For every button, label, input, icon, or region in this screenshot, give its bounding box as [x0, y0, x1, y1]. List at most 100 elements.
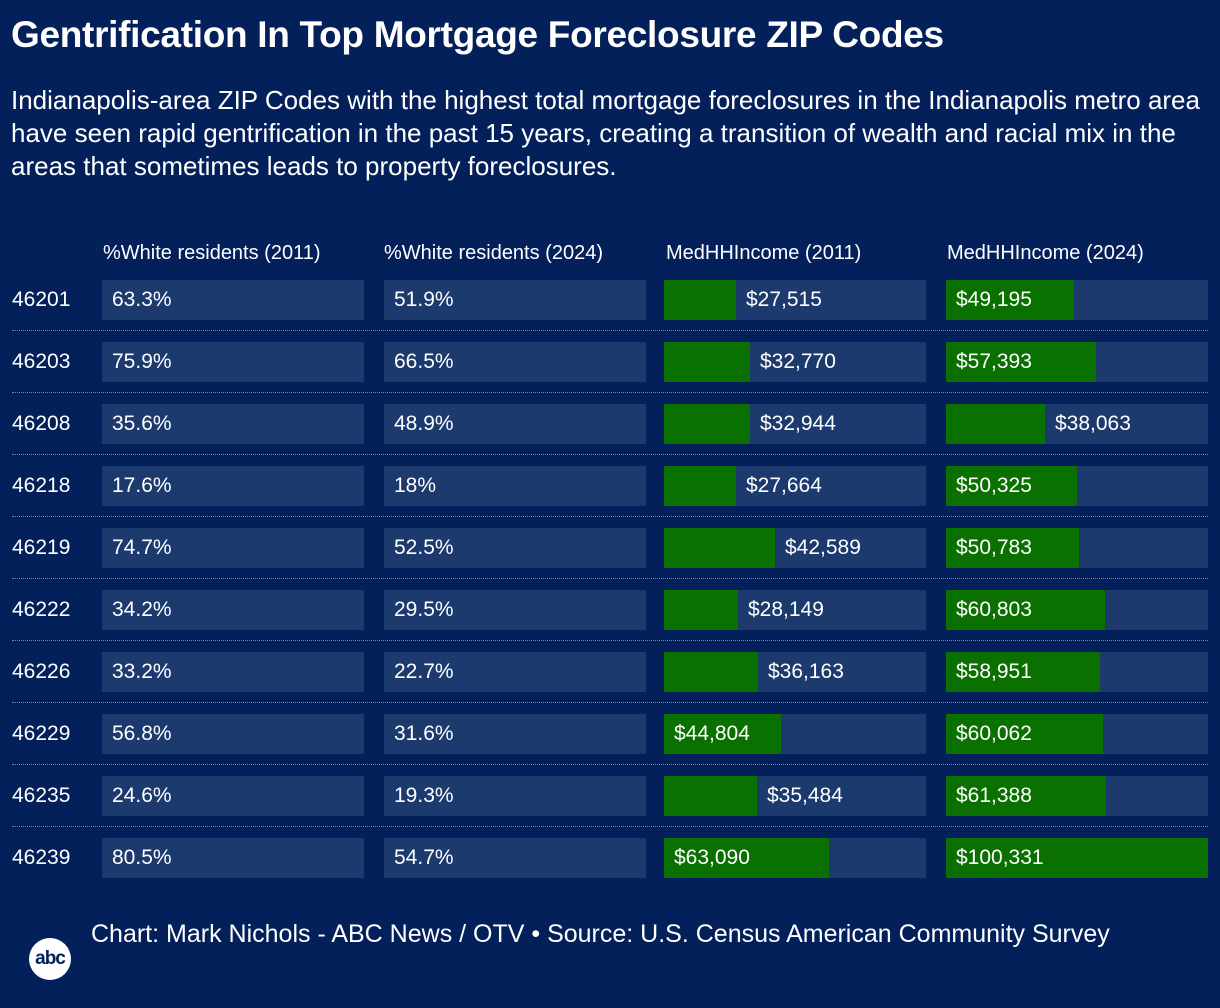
- income-bar: [664, 714, 781, 754]
- percent-value-label: 19.3%: [394, 784, 454, 807]
- income-value-label: $32,944: [760, 412, 836, 435]
- cell-income-2011: $27,515: [664, 280, 926, 320]
- cell-income-2024: $50,783: [946, 528, 1208, 568]
- income-value-label: $100,331: [956, 846, 1044, 869]
- cell-income-2011: $32,770: [664, 342, 926, 382]
- income-bar: [664, 590, 738, 630]
- percent-value-label: 54.7%: [394, 846, 454, 869]
- cell-income-2011: $42,589: [664, 528, 926, 568]
- cell-income-2024: $100,331: [946, 838, 1208, 878]
- income-bar: [946, 404, 1045, 444]
- income-value-label: $36,163: [768, 660, 844, 683]
- percent-value-label: 80.5%: [112, 846, 172, 869]
- cell-white-2024: 29.5%: [384, 590, 646, 630]
- income-value-label: $44,804: [674, 722, 750, 745]
- column-header-white-2024: %White residents (2024): [384, 242, 603, 264]
- table-row: 46222 34.2% 29.5% $28,149 $60,803: [0, 590, 1220, 652]
- percent-value-label: 34.2%: [112, 598, 172, 621]
- zip-code-label: 46218: [12, 474, 71, 497]
- zip-code-label: 46203: [12, 350, 71, 373]
- cell-income-2011: $35,484: [664, 776, 926, 816]
- percent-value-label: 22.7%: [394, 660, 454, 683]
- cell-income-2011: $32,944: [664, 404, 926, 444]
- income-value-label: $58,951: [956, 660, 1032, 683]
- column-header-white-2011: %White residents (2011): [103, 242, 321, 264]
- income-bar: [946, 528, 1079, 568]
- income-value-label: $32,770: [760, 350, 836, 373]
- income-value-label: $38,063: [1055, 412, 1131, 435]
- income-value-label: $63,090: [674, 846, 750, 869]
- row-divider: [12, 516, 1208, 517]
- row-divider: [12, 640, 1208, 641]
- income-bar: [946, 838, 1208, 878]
- cell-income-2024: $49,195: [946, 280, 1208, 320]
- income-bar: [664, 466, 736, 506]
- income-value-label: $50,325: [956, 474, 1032, 497]
- cell-white-2011: 63.3%: [102, 280, 364, 320]
- percent-value-label: 33.2%: [112, 660, 172, 683]
- zip-code-label: 46229: [12, 722, 71, 745]
- cell-white-2024: 66.5%: [384, 342, 646, 382]
- cell-income-2011: $27,664: [664, 466, 926, 506]
- cell-white-2011: 24.6%: [102, 776, 364, 816]
- income-value-label: $50,783: [956, 536, 1032, 559]
- income-bar: [946, 280, 1074, 320]
- income-bar: [664, 280, 736, 320]
- income-bar: [946, 466, 1077, 506]
- cell-white-2024: 22.7%: [384, 652, 646, 692]
- chart-subtitle: Indianapolis-area ZIP Codes with the hig…: [11, 85, 1200, 181]
- column-header-income-2024: MedHHIncome (2024): [947, 242, 1144, 264]
- percent-value-label: 18%: [394, 474, 437, 497]
- zip-code-label: 46219: [12, 536, 71, 559]
- percent-value-label: 63.3%: [112, 288, 172, 311]
- cell-white-2024: 48.9%: [384, 404, 646, 444]
- percent-value-label: 66.5%: [394, 350, 454, 373]
- cell-white-2011: 80.5%: [102, 838, 364, 878]
- abc-news-logo: abc: [29, 938, 71, 980]
- table-row: 46239 80.5% 54.7% $63,090 $100,331: [0, 838, 1220, 900]
- income-bar: [664, 838, 829, 878]
- zip-code-label: 46239: [12, 846, 71, 869]
- cell-income-2024: $50,325: [946, 466, 1208, 506]
- income-value-label: $35,484: [767, 784, 843, 807]
- cell-white-2024: 51.9%: [384, 280, 646, 320]
- table-row: 46219 74.7% 52.5% $42,589 $50,783: [0, 528, 1220, 590]
- table-row: 46235 24.6% 19.3% $35,484 $61,388: [0, 776, 1220, 838]
- table-row: 46208 35.6% 48.9% $32,944 $38,063: [0, 404, 1220, 466]
- cell-white-2024: 31.6%: [384, 714, 646, 754]
- cell-income-2011: $36,163: [664, 652, 926, 692]
- percent-value-label: 75.9%: [112, 350, 172, 373]
- income-value-label: $27,664: [746, 474, 822, 497]
- income-value-label: $27,515: [746, 288, 822, 311]
- cell-income-2011: $63,090: [664, 838, 926, 878]
- chart-footer-credit: Chart: Mark Nichols - ABC News / OTV • S…: [91, 920, 1110, 948]
- percent-value-label: 17.6%: [112, 474, 172, 497]
- cell-income-2024: $57,393: [946, 342, 1208, 382]
- income-bar: [946, 590, 1105, 630]
- cell-white-2011: 17.6%: [102, 466, 364, 506]
- cell-white-2024: 52.5%: [384, 528, 646, 568]
- percent-value-label: 48.9%: [394, 412, 454, 435]
- table-row: 46203 75.9% 66.5% $32,770 $57,393: [0, 342, 1220, 404]
- cell-white-2011: 34.2%: [102, 590, 364, 630]
- income-bar: [664, 652, 758, 692]
- percent-value-label: 52.5%: [394, 536, 454, 559]
- zip-code-label: 46201: [12, 288, 71, 311]
- income-value-label: $60,062: [956, 722, 1032, 745]
- cell-income-2024: $38,063: [946, 404, 1208, 444]
- income-bar: [946, 652, 1100, 692]
- cell-income-2011: $44,804: [664, 714, 926, 754]
- cell-income-2011: $28,149: [664, 590, 926, 630]
- income-bar: [946, 776, 1106, 816]
- cell-white-2024: 54.7%: [384, 838, 646, 878]
- cell-white-2011: 33.2%: [102, 652, 364, 692]
- percent-value-label: 35.6%: [112, 412, 172, 435]
- cell-income-2024: $58,951: [946, 652, 1208, 692]
- income-bar: [664, 776, 757, 816]
- percent-value-label: 74.7%: [112, 536, 172, 559]
- zip-code-label: 46208: [12, 412, 71, 435]
- row-divider: [12, 578, 1208, 579]
- cell-white-2011: 35.6%: [102, 404, 364, 444]
- income-value-label: $42,589: [785, 536, 861, 559]
- cell-income-2024: $60,803: [946, 590, 1208, 630]
